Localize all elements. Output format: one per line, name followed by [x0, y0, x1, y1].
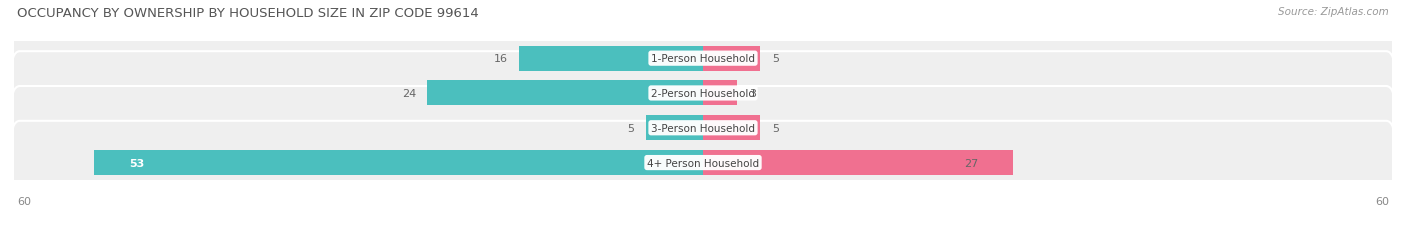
Bar: [703, 150, 1012, 175]
Text: 16: 16: [494, 54, 508, 64]
Text: Source: ZipAtlas.com: Source: ZipAtlas.com: [1278, 7, 1389, 17]
Text: 1-Person Household: 1-Person Household: [651, 54, 755, 64]
Text: 5: 5: [772, 54, 779, 64]
Text: 3: 3: [749, 88, 756, 99]
Text: OCCUPANCY BY OWNERSHIP BY HOUSEHOLD SIZE IN ZIP CODE 99614: OCCUPANCY BY OWNERSHIP BY HOUSEHOLD SIZE…: [17, 7, 478, 20]
Bar: [703, 81, 738, 106]
Bar: [645, 116, 703, 141]
Text: 2-Person Household: 2-Person Household: [651, 88, 755, 99]
FancyBboxPatch shape: [11, 87, 1395, 170]
Text: 27: 27: [965, 158, 979, 168]
Bar: [703, 116, 761, 141]
Text: 5: 5: [772, 123, 779, 133]
FancyBboxPatch shape: [11, 52, 1395, 135]
Text: 53: 53: [129, 158, 145, 168]
Bar: [427, 81, 703, 106]
Bar: [703, 46, 761, 71]
Text: 60: 60: [17, 196, 31, 206]
Text: 60: 60: [1375, 196, 1389, 206]
FancyBboxPatch shape: [11, 121, 1395, 204]
Text: 5: 5: [627, 123, 634, 133]
Bar: [94, 150, 703, 175]
Bar: [519, 46, 703, 71]
Text: 24: 24: [402, 88, 416, 99]
FancyBboxPatch shape: [11, 17, 1395, 100]
Text: 4+ Person Household: 4+ Person Household: [647, 158, 759, 168]
Text: 3-Person Household: 3-Person Household: [651, 123, 755, 133]
